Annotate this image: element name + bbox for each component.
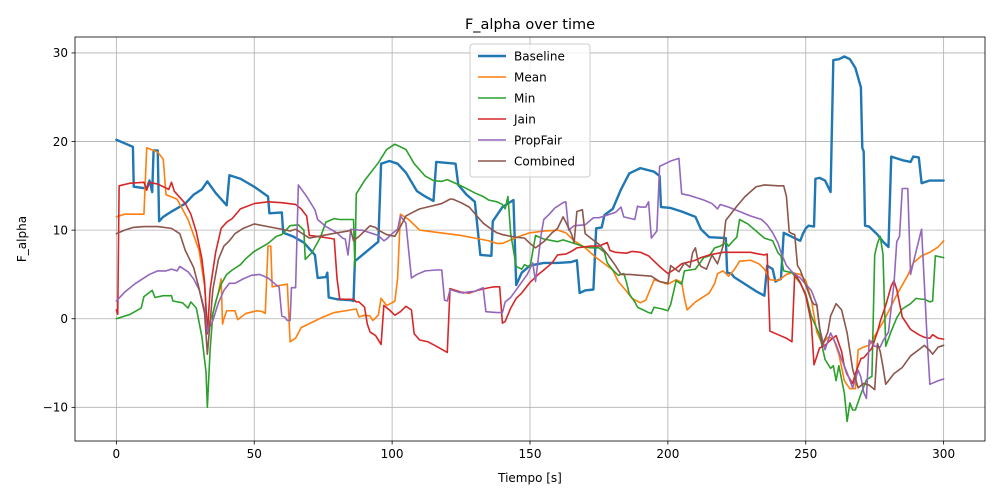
legend-label-propfair: PropFair	[514, 133, 562, 147]
legend-label-baseline: Baseline	[514, 49, 565, 63]
y-tick-label: 10	[53, 223, 68, 237]
legend-label-mean: Mean	[514, 70, 547, 84]
y-tick-label: 20	[53, 135, 68, 149]
y-tick-label: 30	[53, 46, 68, 60]
x-tick-label: 50	[247, 447, 262, 461]
series-line-combined	[115, 184, 945, 391]
y-tick-label: 0	[60, 312, 68, 326]
series-lines	[115, 55, 945, 423]
y-axis-label: F_alpha	[15, 216, 29, 262]
legend: Baseline Mean Min Jain PropFair Combined	[469, 43, 591, 178]
series-line-min	[115, 143, 945, 423]
legend-label-min: Min	[514, 91, 535, 105]
chart-title: F_alpha over time	[465, 17, 595, 33]
series-line-baseline	[115, 55, 945, 303]
x-tick-label: 0	[113, 447, 121, 461]
legend-label-combined: Combined	[514, 154, 575, 168]
axis-ticks: 0 50 100 150 200 250 300 −10 0 10 20 30	[43, 46, 955, 461]
x-tick-label: 300	[932, 447, 955, 461]
y-tick-label: −10	[43, 401, 68, 415]
legend-label-jain: Jain	[513, 112, 536, 126]
x-tick-label: 250	[794, 447, 817, 461]
x-axis-label: Tiempo [s]	[497, 471, 562, 485]
x-tick-label: 100	[381, 447, 404, 461]
series-line-jain	[115, 181, 945, 385]
x-tick-label: 200	[656, 447, 679, 461]
series-line-propfair	[115, 157, 945, 400]
x-tick-label: 150	[519, 447, 542, 461]
